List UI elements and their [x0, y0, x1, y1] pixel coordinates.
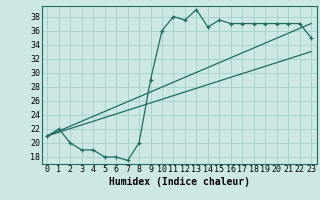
- X-axis label: Humidex (Indice chaleur): Humidex (Indice chaleur): [109, 177, 250, 187]
